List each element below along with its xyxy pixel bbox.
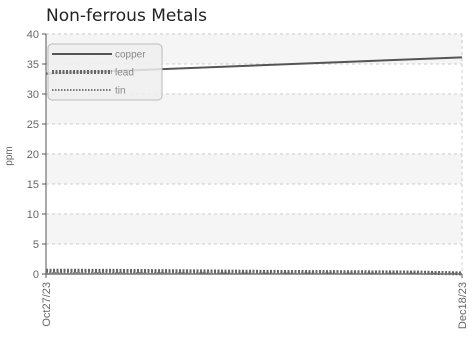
legend[interactable]: copper lead tin [47, 43, 163, 101]
y-tick-label: 20 [27, 149, 39, 161]
y-tick-label: 15 [27, 179, 39, 191]
legend-label-lead: lead [115, 68, 134, 79]
y-tick-label: 10 [27, 209, 39, 221]
legend-label-tin: tin [115, 86, 126, 97]
y-tick-label: 30 [27, 89, 39, 101]
y-tick-label: 5 [33, 239, 39, 251]
y-tick-labels: 0 5 10 15 20 25 30 35 40 [27, 29, 39, 281]
y-tick-label: 0 [33, 269, 39, 281]
y-tick-label: 25 [27, 119, 39, 131]
y-tick-label: 35 [27, 59, 39, 71]
series-line-lead [45, 268, 463, 276]
x-tick-labels: Oct27/23 Dec18/23 [41, 282, 469, 329]
chart-title: Non-ferrous Metals [46, 6, 207, 26]
y-tick-label: 40 [27, 29, 39, 41]
x-tick-label: Dec18/23 [457, 282, 469, 329]
plot-band [46, 154, 462, 184]
plot-band [46, 214, 462, 244]
x-tick-label: Oct27/23 [41, 282, 53, 327]
series-line-tin [45, 272, 463, 275]
y-axis-label: ppm [4, 146, 15, 165]
legend-label-copper: copper [115, 50, 146, 61]
